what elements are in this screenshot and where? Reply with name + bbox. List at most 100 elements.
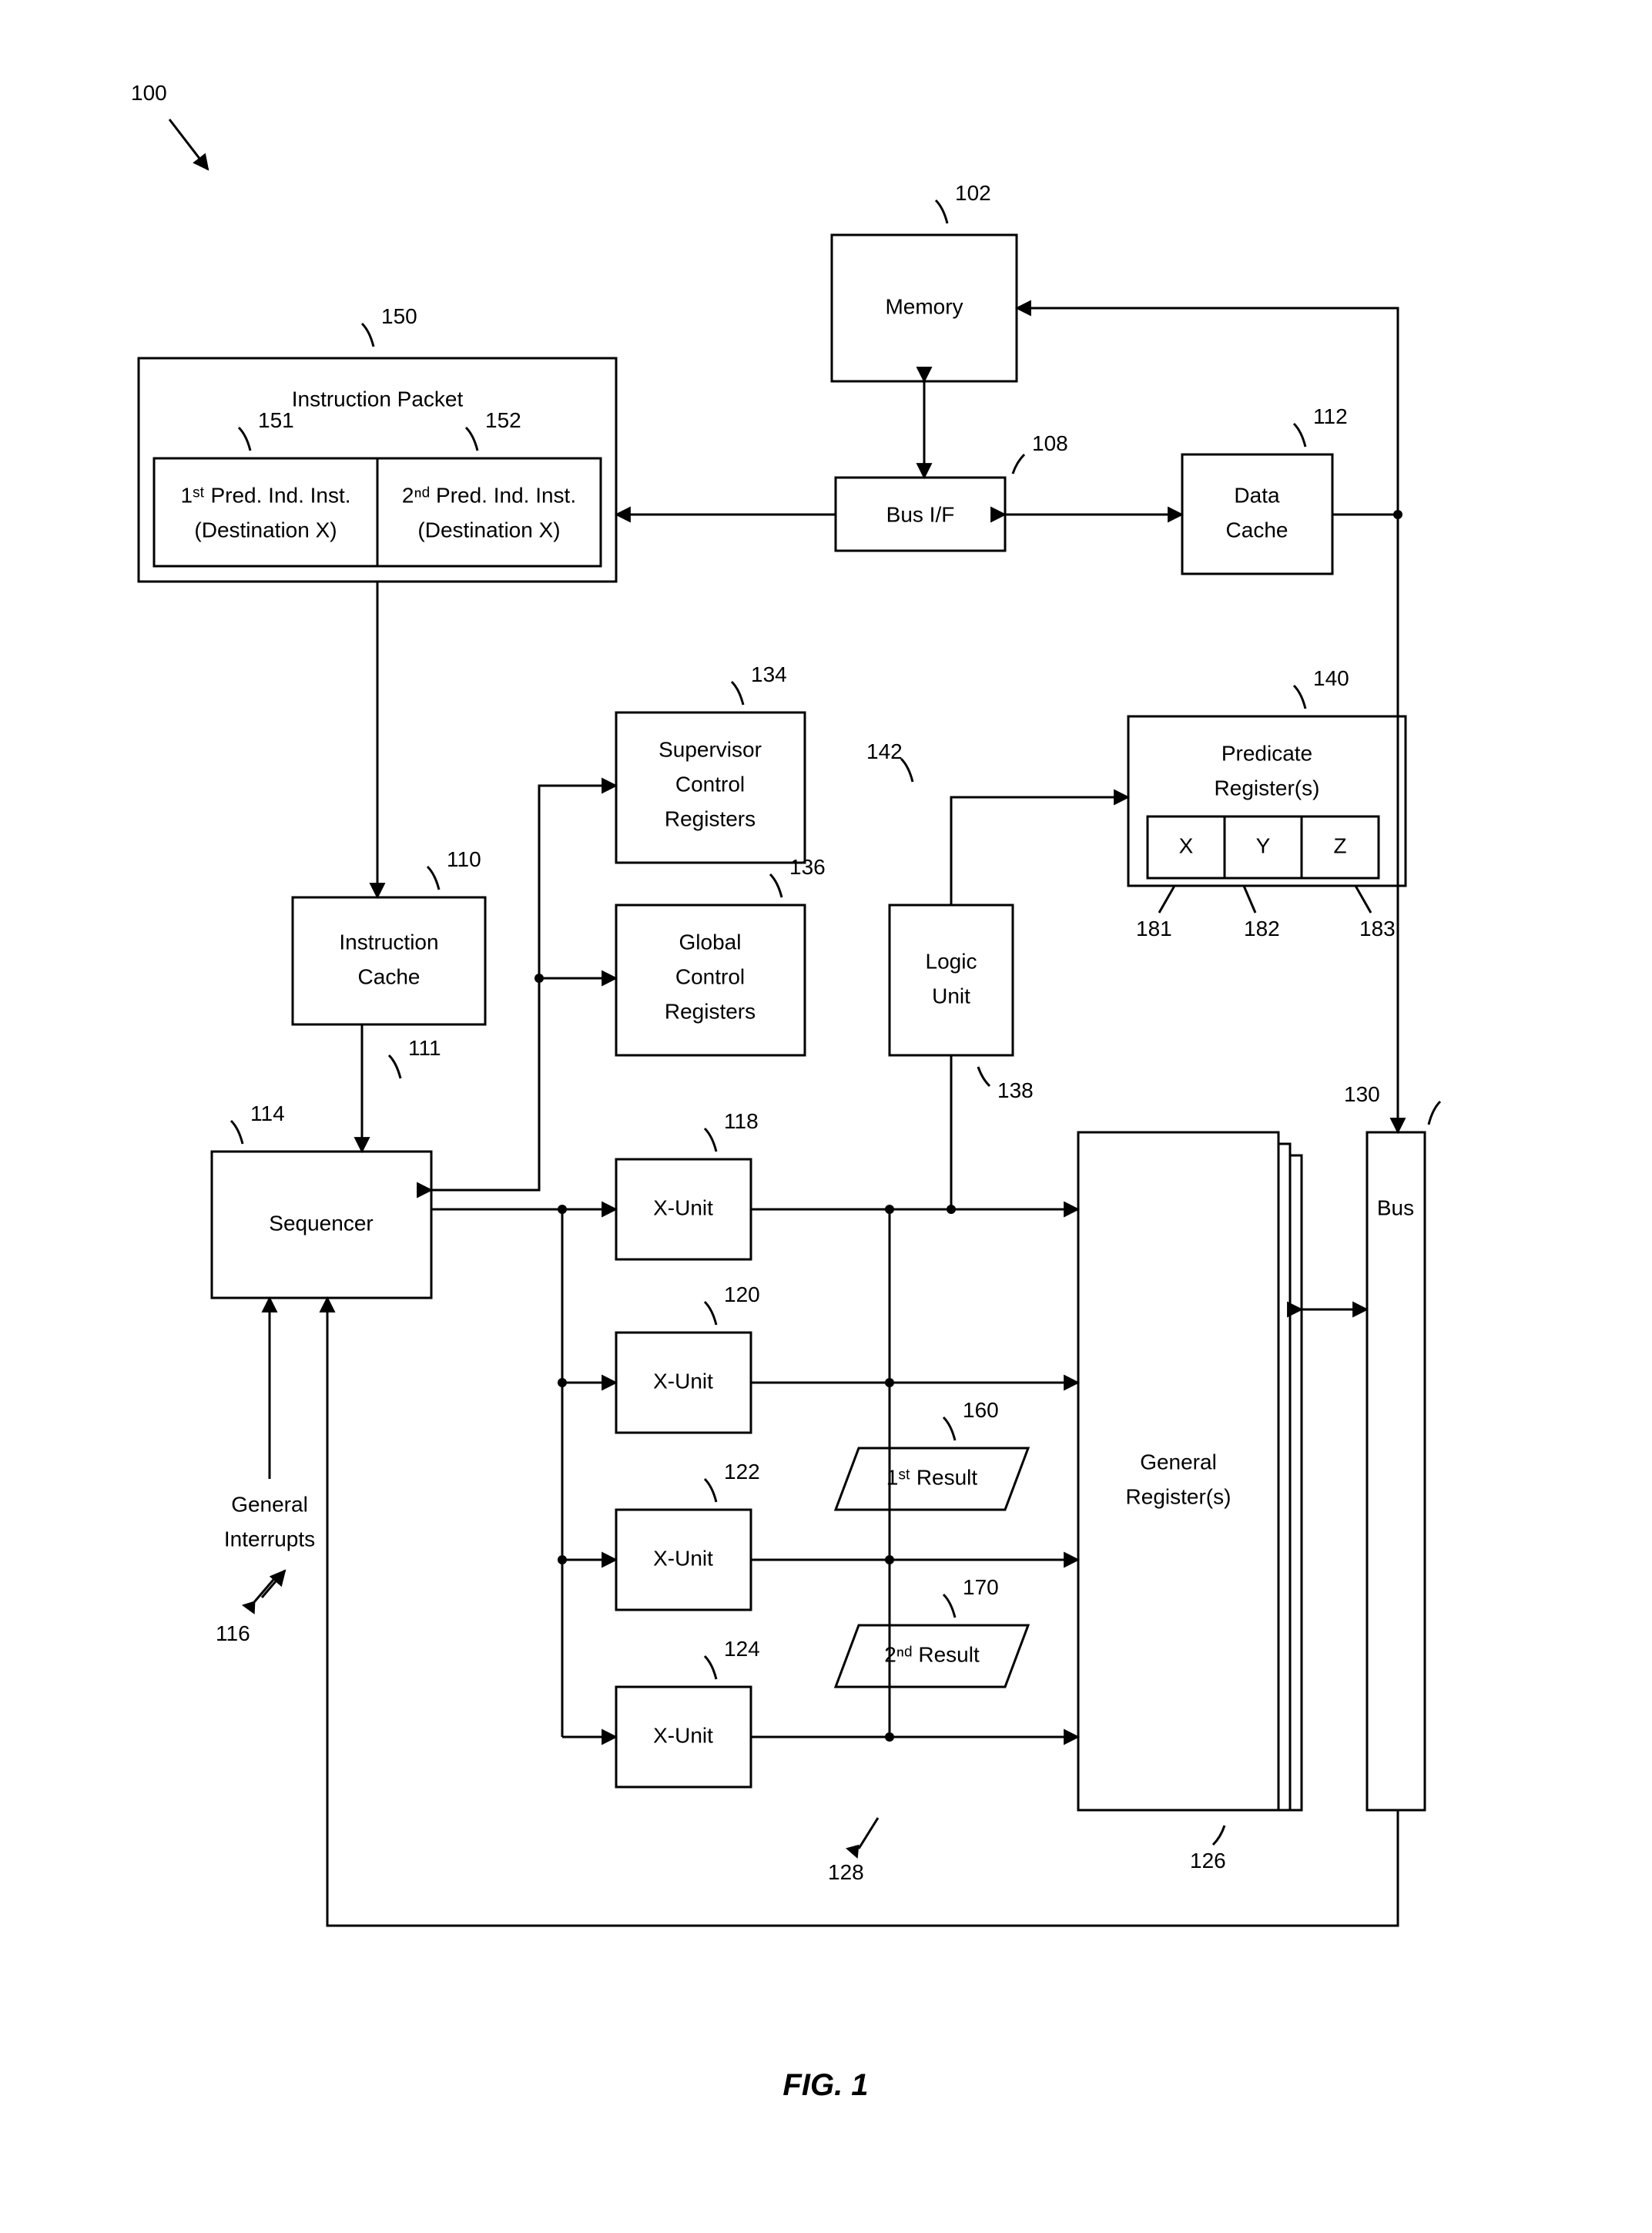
ref-142: 142 [866,739,903,763]
ref-181-lead [1159,886,1174,913]
bus-if-label: Bus I/F [886,502,955,526]
ref-108-lead [1013,454,1024,474]
ref-170: 170 [963,1575,999,1599]
ref-112-lead [1294,424,1305,447]
ref-130-lead [1429,1101,1440,1125]
logic-unit-label2: Unit [932,984,970,1008]
ref-128: 128 [828,1860,864,1884]
result2-label: 2ⁿᵈ Result [884,1642,980,1666]
ref-114: 114 [250,1101,285,1125]
ref-110-lead [427,867,439,890]
ref-130: 130 [1344,1082,1380,1106]
ref-122: 122 [724,1460,760,1484]
pred-x-label: X [1179,833,1194,857]
data-cache-box [1182,454,1332,574]
general-reg-label2: Register(s) [1126,1484,1231,1508]
logic-unit-label1: Logic [926,949,977,973]
dot-logic [947,1205,956,1214]
ref-118-lead [705,1128,716,1152]
supervisor-label1: Supervisor [658,737,762,761]
ref-116-arrowhead [242,1597,262,1617]
gen-int-label1: General [231,1492,308,1516]
ref-182: 182 [1244,917,1280,940]
ref-160: 160 [963,1398,999,1422]
gen-int-label2: Interrupts [224,1527,315,1551]
ref-100-arrow [169,119,208,169]
ref-120-lead [705,1302,716,1325]
xunit3-label: X-Unit [653,1546,713,1570]
ref-122-lead [705,1479,716,1502]
predicate-label1: Predicate [1221,741,1312,765]
ref-138: 138 [997,1078,1034,1102]
xunit2-label: X-Unit [653,1369,713,1393]
data-cache-label1: Data [1234,483,1280,507]
ref-160-lead [943,1417,955,1440]
ref-116-lead [262,1571,285,1598]
result1-label: 1ˢᵗ Result [886,1465,978,1489]
ref-138-lead [978,1067,990,1086]
ref-181: 181 [1136,917,1172,940]
ref-124-lead [705,1656,716,1679]
pred2-box [377,458,601,566]
ref-140: 140 [1313,666,1349,690]
ref-150-lead [362,324,374,347]
ref-102-lead [936,200,947,223]
ref-134: 134 [751,662,787,686]
predicate-label2: Register(s) [1215,776,1320,800]
general-reg-label1: General [1140,1450,1217,1474]
instr-cache-label1: Instruction [339,930,438,954]
global-label2: Control [675,964,745,988]
ref-102: 102 [955,181,991,205]
global-label3: Registers [665,999,756,1023]
instruction-packet-label: Instruction Packet [292,387,464,411]
ref-126-lead [1213,1826,1225,1845]
supervisor-label2: Control [675,772,745,796]
diagram-canvas: 100 Memory 102 Instruction Packet 150 1ˢ… [0,0,1652,2233]
logic-unit-box [890,905,1013,1055]
xunit1-label: X-Unit [653,1195,713,1219]
supervisor-label3: Registers [665,806,756,830]
global-label1: Global [679,930,742,954]
ref-140-lead [1294,686,1305,709]
pred2-label1: 2ⁿᵈ Pred. Ind. Inst. [402,483,576,507]
pred1-label1: 1ˢᵗ Pred. Ind. Inst. [180,483,350,507]
ref-116-lead2 [254,1575,277,1602]
sequencer-label: Sequencer [269,1211,373,1235]
memory-label: Memory [885,294,963,318]
bus-label: Bus [1377,1195,1414,1219]
ref-126: 126 [1190,1849,1226,1873]
ref-114-lead [231,1121,243,1144]
pred-z-label: Z [1333,833,1346,857]
ref-128-lead [859,1818,878,1849]
ref-116: 116 [216,1621,250,1645]
ref-151: 151 [258,408,294,432]
bus-box [1367,1132,1425,1810]
xunit4-label: X-Unit [653,1723,713,1747]
data-cache-label2: Cache [1226,518,1288,541]
ref-152: 152 [485,408,521,432]
ref-111-lead [389,1055,400,1078]
ref-142-lead [901,759,913,782]
ref-111: 111 [408,1036,441,1060]
pred-y-label: Y [1256,833,1271,857]
ref-136-lead [770,874,782,897]
figure-caption: FIG. 1 [782,2068,868,2102]
ref-120: 120 [724,1282,760,1306]
instr-cache-box [293,897,485,1024]
pred1-label2: (Destination X) [194,518,337,541]
dot-seq-branch1 [534,974,544,983]
ref-112: 112 [1313,404,1348,428]
ref-136: 136 [789,855,826,879]
conn-logic-pred [951,797,1128,905]
ref-124: 124 [724,1637,760,1661]
ref-118: 118 [724,1109,759,1133]
ref-170-lead [943,1594,955,1618]
ref-183-lead [1355,886,1371,913]
ref-100: 100 [131,81,167,105]
pred2-label2: (Destination X) [417,518,560,541]
ref-183: 183 [1359,917,1396,940]
ref-108: 108 [1032,431,1068,455]
ref-182-lead [1244,886,1255,913]
ref-134-lead [732,682,743,705]
ref-150: 150 [381,304,417,328]
